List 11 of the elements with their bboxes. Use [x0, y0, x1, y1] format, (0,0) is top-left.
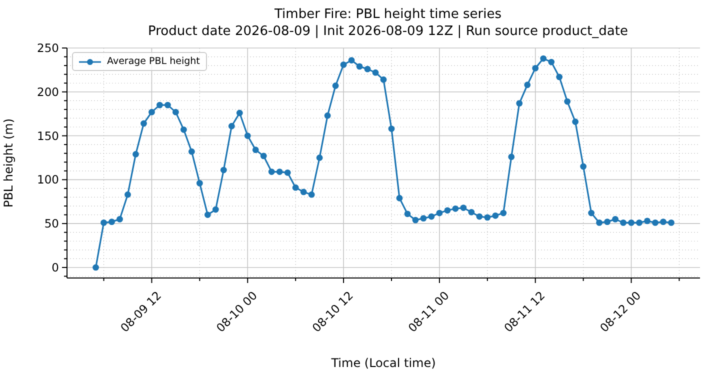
y-axis-title: PBL height (m) — [1, 118, 16, 208]
legend-label: Average PBL height — [107, 56, 200, 67]
x-axis-title: Time (Local time) — [330, 356, 436, 370]
y-tick-label: 100 — [37, 172, 59, 187]
y-tick-label: 0 — [52, 260, 59, 274]
y-tick-label: 200 — [37, 84, 59, 99]
y-tick-label: 50 — [44, 216, 59, 231]
chart-title: Timber Fire: PBL height time series — [274, 6, 502, 23]
y-tick-label: 150 — [37, 128, 59, 143]
chart-subtitle: Product date 2026-08-09 | Init 2026-08-09 12Z | Run source product_date — [147, 23, 629, 40]
y-tick-label: 250 — [37, 41, 59, 55]
